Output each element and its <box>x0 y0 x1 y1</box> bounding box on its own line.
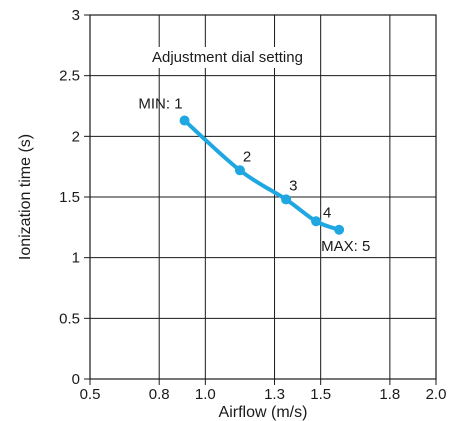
series-layer: MIN: 1 2 3 4 MAX: 5 <box>138 96 370 255</box>
y-tick-label: 0.5 <box>59 310 80 327</box>
y-tick-label: 1 <box>72 250 80 267</box>
plot-frame <box>89 14 437 380</box>
point-label: 2 <box>243 148 251 165</box>
annotation-text: Adjustment dial setting <box>152 49 303 66</box>
point-label: 4 <box>323 204 331 221</box>
y-tick-label: 3 <box>72 7 80 24</box>
x-tick-label: 1.3 <box>264 386 285 403</box>
point-label: MIN: 1 <box>138 96 182 113</box>
x-tick-labels: 0.5 0.8 1.0 1.3 1.5 1.8 2.0 <box>80 386 447 403</box>
data-point <box>311 216 322 227</box>
x-tick-label: 0.5 <box>80 386 101 403</box>
y-tick-label: 0 <box>72 371 80 388</box>
grid <box>84 14 437 385</box>
x-tick-label: 1.8 <box>379 386 400 403</box>
y-axis-title: Ionization time (s) <box>17 134 34 260</box>
annotation-background <box>149 47 306 68</box>
point-label: 3 <box>289 177 297 194</box>
x-axis-title: Airflow (m/s) <box>219 404 308 421</box>
x-tick-label: 1.5 <box>310 386 331 403</box>
data-point <box>234 165 245 176</box>
x-tick-label: 2.0 <box>426 386 447 403</box>
point-label: MAX: 5 <box>321 238 370 255</box>
data-point <box>179 115 190 126</box>
y-tick-label: 2 <box>72 128 80 145</box>
data-point <box>281 194 292 205</box>
y-tick-labels: 0 0.5 1 1.5 2 2.5 3 <box>59 7 80 388</box>
y-tick-label: 1.5 <box>59 189 80 206</box>
series-line <box>182 118 342 232</box>
x-tick-label: 0.8 <box>149 386 170 403</box>
x-tick-label: 1.0 <box>195 386 216 403</box>
data-point <box>334 224 345 235</box>
y-tick-label: 2.5 <box>59 68 80 85</box>
